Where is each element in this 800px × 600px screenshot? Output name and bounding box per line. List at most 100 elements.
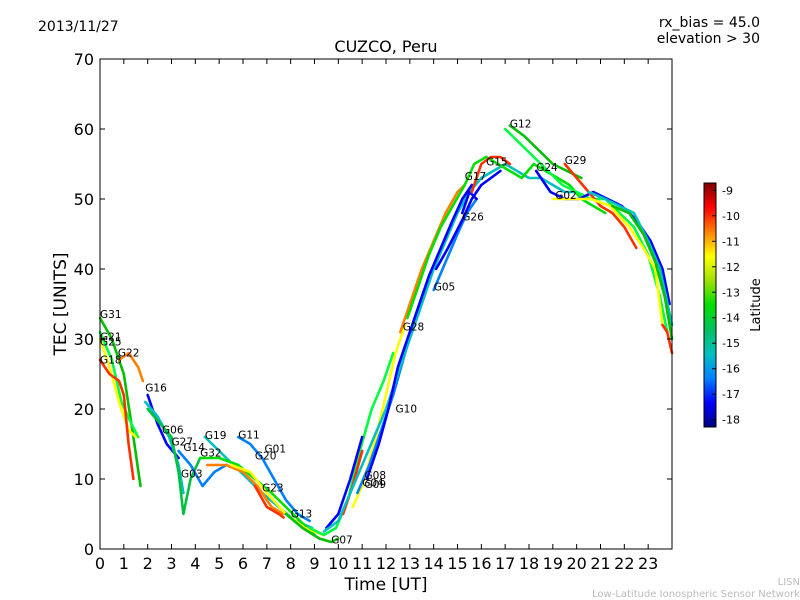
tec-series-33 (551, 197, 664, 327)
sat-label: G17 (465, 171, 487, 183)
tec-series-13 (253, 484, 285, 519)
sat-label: G24 (536, 162, 558, 174)
tec-series-32 (563, 162, 638, 250)
x-tick-label: 13 (400, 554, 420, 573)
rx-bias-label: rx_bias = 45.0 (659, 15, 760, 31)
tec-series-22 (365, 183, 474, 481)
tec-series-24 (406, 155, 607, 320)
x-tick-label: 18 (519, 554, 539, 573)
sat-label: G22 (118, 348, 139, 360)
tec-series-16 (308, 351, 395, 537)
tec-series-28 (470, 155, 512, 194)
x-tick-label: 1 (119, 554, 129, 573)
colorbar-label: Latitude (749, 278, 764, 332)
sat-label: G23 (262, 483, 284, 495)
tec-series-4 (117, 351, 145, 383)
tec-series-8 (177, 449, 228, 488)
sat-label: G12 (510, 119, 532, 131)
x-tick-label: 16 (471, 554, 491, 573)
y-tick-label: 30 (74, 330, 94, 349)
x-tick-label: 4 (190, 554, 200, 573)
tec-series-11 (198, 456, 316, 537)
sat-label: G02 (555, 190, 577, 202)
sat-label: G04 (362, 478, 384, 490)
x-tick-label: 3 (166, 554, 176, 573)
colorbar-tick-label: -13 (722, 286, 740, 299)
sat-label: G26 (462, 212, 484, 224)
colorbar-tick-label: -18 (722, 414, 740, 427)
colorbar-tick-label: -14 (722, 312, 740, 325)
sat-label: G01 (265, 443, 287, 455)
tec-series-17 (325, 435, 364, 530)
tec-series-26 (434, 169, 502, 271)
tec-series-15 (284, 512, 340, 544)
tec-series-21 (322, 162, 602, 533)
footer-line1: LISN (778, 577, 800, 588)
x-tick-label: 14 (423, 554, 443, 573)
sat-label: G11 (238, 429, 260, 441)
tec-series-36 (661, 323, 674, 355)
sat-label: G21 (100, 331, 122, 343)
sat-label: G28 (403, 322, 425, 334)
tec-series-29 (508, 124, 583, 180)
tec-series-10 (236, 435, 311, 523)
sat-label: G16 (145, 383, 167, 395)
sat-label: G29 (565, 155, 587, 167)
x-tick-label: 6 (238, 554, 248, 573)
y-tick-label: 0 (84, 540, 94, 559)
y-tick-label: 40 (74, 260, 94, 279)
tec-series-35 (611, 204, 674, 341)
x-tick-label: 17 (495, 554, 515, 573)
y-tick-label: 70 (74, 50, 94, 69)
tec-series-0 (98, 316, 142, 488)
tec-series-27 (461, 190, 478, 215)
sat-label: G20 (255, 450, 277, 462)
sat-label: G25 (100, 336, 122, 348)
colorbar-ticks: -9 -10 -11 -12 -13 -14 -15 -16 -17 -18 (712, 184, 740, 427)
tec-series-7 (146, 407, 202, 516)
colorbar-tick-label: -10 (722, 210, 740, 223)
x-tick-label: 0 (95, 554, 105, 573)
colorbar-tick-label: -16 (722, 363, 740, 376)
y-axis-label: TEC [UNITS] (51, 252, 71, 356)
tec-series-3 (98, 358, 135, 481)
y-tick-label: 50 (74, 190, 94, 209)
elevation-label: elevation > 30 (657, 31, 760, 47)
x-tick-label: 12 (376, 554, 396, 573)
footer-line2: Low-Latitude Ionospheric Sensor Network (592, 589, 800, 600)
sat-label: G10 (396, 404, 418, 416)
sat-label: G14 (183, 442, 205, 454)
y-tick-label: 60 (74, 120, 94, 139)
x-tick-label: 19 (543, 554, 563, 573)
sat-label: G27 (172, 436, 194, 448)
colorbar-tick-label: -11 (722, 235, 740, 248)
x-tick-label: 9 (309, 554, 319, 573)
sat-label: G05 (434, 282, 456, 294)
colorbar-tick-label: -12 (722, 261, 740, 274)
x-tick-label: 7 (262, 554, 272, 573)
x-tick-label: 10 (328, 554, 348, 573)
sat-label: G18 (100, 355, 122, 367)
colorbar-tick-label: -9 (722, 184, 733, 197)
sat-label: G13 (291, 509, 313, 521)
tec-series-1 (98, 330, 140, 439)
tec-series-25 (432, 197, 478, 292)
x-tick-label: 22 (614, 554, 634, 573)
x-axis-label: Time [UT] (343, 575, 427, 595)
tec-series-12 (206, 463, 285, 516)
y-tick-label: 20 (74, 400, 94, 419)
tec-series-34 (587, 190, 674, 327)
x-tick-label: 15 (447, 554, 467, 573)
x-axis: 0 1 2 3 4 5 6 7 8 9 10 11 12 13 14 15 16 17 18 19 20 21 22 23 (95, 59, 658, 573)
colorbar-tick-label: -17 (722, 388, 740, 401)
tec-series-19 (351, 323, 407, 509)
sat-label: G07 (331, 534, 353, 546)
sat-label: G09 (365, 479, 387, 491)
x-tick-label: 5 (214, 554, 224, 573)
sat-label: G32 (200, 448, 222, 460)
sat-label: G03 (181, 469, 203, 481)
colorbar-tick-label: -15 (722, 337, 740, 350)
sat-label: G31 (100, 309, 122, 321)
